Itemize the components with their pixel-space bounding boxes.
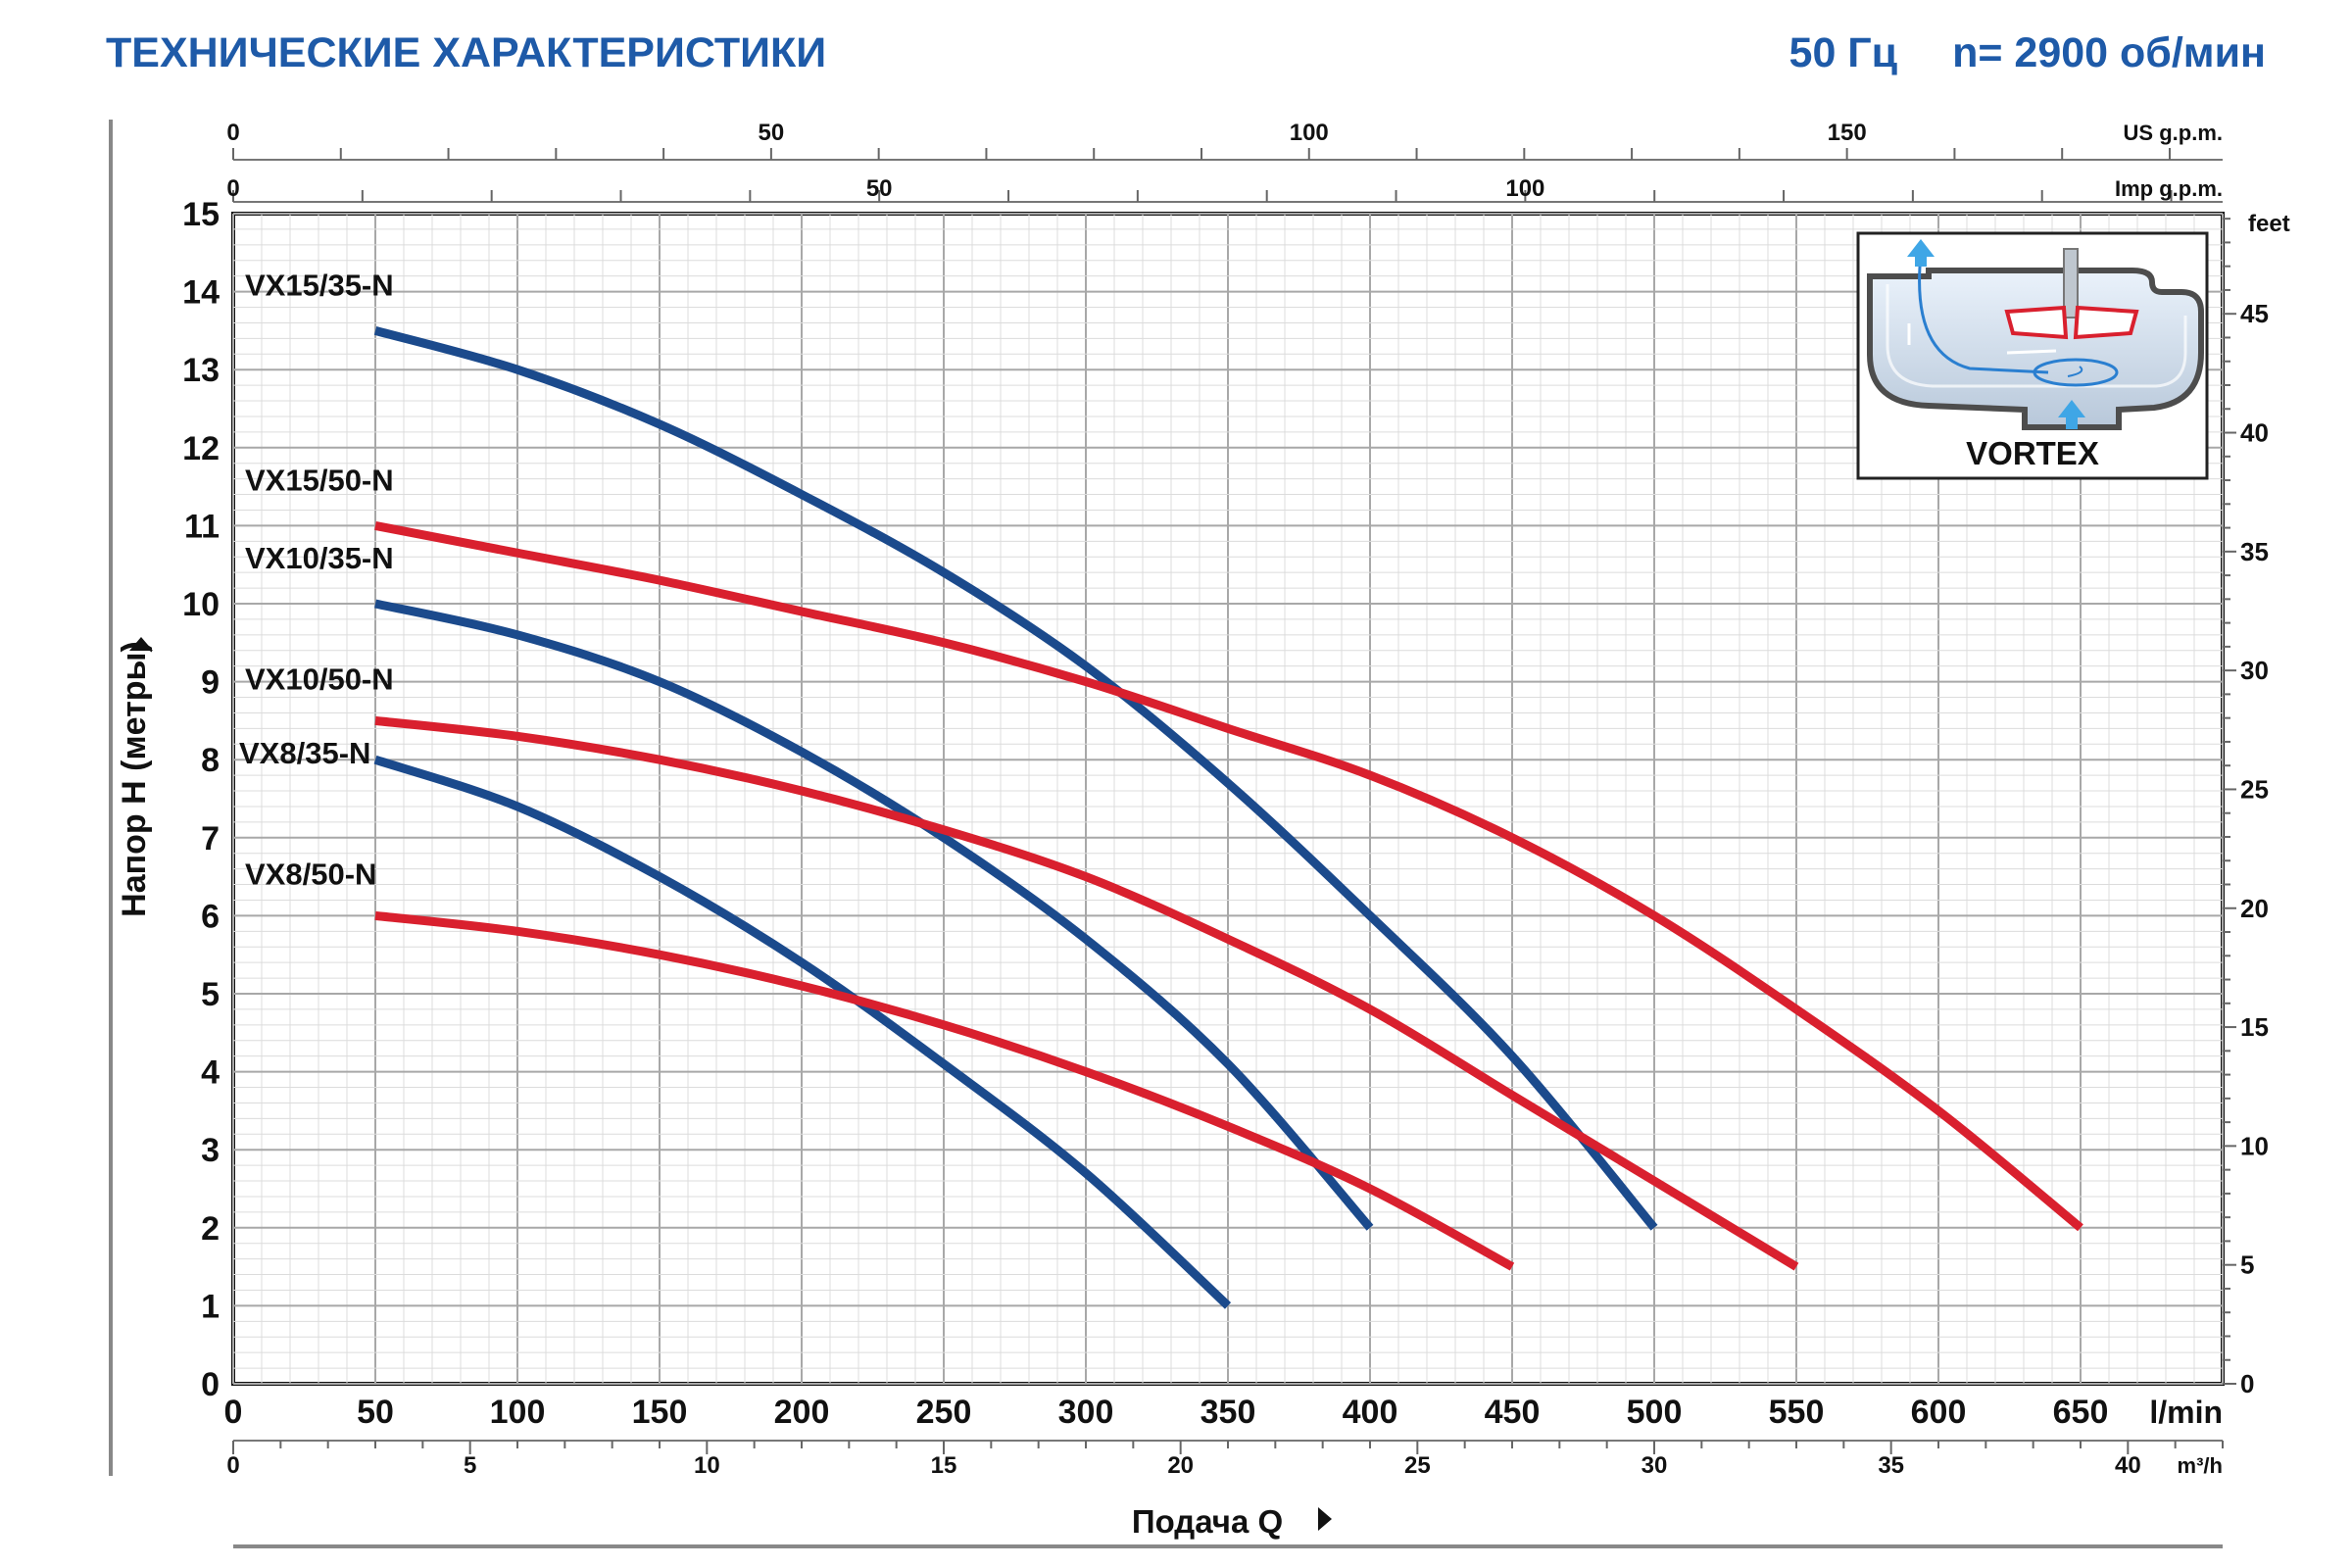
x-tick-label: 100 bbox=[490, 1394, 546, 1431]
y-tick-label: 8 bbox=[201, 742, 220, 779]
m3h-tick-label: 25 bbox=[1404, 1452, 1431, 1479]
us-gpm-tick-label: 0 bbox=[226, 120, 239, 146]
imp-gpm-tick-label: 50 bbox=[866, 175, 893, 202]
y-tick-label: 7 bbox=[201, 820, 220, 858]
curve-vx8-50-n bbox=[374, 910, 1515, 1271]
curve-label-vx8-35-n: VX8/35-N bbox=[239, 736, 370, 770]
m3h-tick-label: 30 bbox=[1642, 1452, 1668, 1479]
m3h-unit-label: m³/h bbox=[2178, 1453, 2223, 1478]
feet-tick-label: 10 bbox=[2240, 1131, 2269, 1160]
chart-labels: VX15/35-N VX15/50-N VX10/35-N VX10/50-N VX8/… bbox=[239, 269, 394, 892]
curve-label-vx8-50-n: VX8/50-N bbox=[245, 858, 376, 892]
us-gpm-tick-label: 100 bbox=[1290, 120, 1329, 146]
curve-vx8-35-n bbox=[373, 755, 1232, 1309]
x-tick-label: 150 bbox=[632, 1394, 688, 1431]
y-axis-arrow-icon bbox=[129, 637, 153, 651]
x-tick-label: 200 bbox=[774, 1394, 830, 1431]
imp-gpm-tick-label: 100 bbox=[1505, 175, 1544, 202]
vortex-inset-label: VORTEX bbox=[1966, 435, 2099, 471]
x-tick-label: 300 bbox=[1058, 1394, 1114, 1431]
y-tick-label: 1 bbox=[201, 1288, 220, 1325]
feet-tick-label: 5 bbox=[2240, 1250, 2254, 1280]
feet-tick-label: 15 bbox=[2240, 1012, 2269, 1042]
x-tick-label: 350 bbox=[1200, 1394, 1256, 1431]
x-unit-label: l/min bbox=[2149, 1395, 2223, 1430]
us-gpm-unit-label: US g.p.m. bbox=[2124, 121, 2223, 145]
y-tick-label: 15 bbox=[182, 196, 220, 233]
y-tick-label: 0 bbox=[201, 1366, 220, 1403]
feet-tick-label: 35 bbox=[2240, 537, 2269, 566]
curve-vx15-35-n bbox=[373, 326, 1658, 1231]
y-tick-label: 13 bbox=[182, 352, 220, 389]
feet-unit-label: feet bbox=[2248, 211, 2290, 237]
y-tick-label: 10 bbox=[182, 586, 220, 623]
page-title: ТЕХНИЧЕСКИЕ ХАРАКТЕРИСТИКИ bbox=[106, 29, 827, 76]
curve-vx15-50-n bbox=[374, 520, 2083, 1232]
speed-label: n= 2900 об/мин bbox=[1952, 29, 2266, 76]
chart-curves bbox=[373, 326, 2083, 1309]
x-tick-label: 250 bbox=[916, 1394, 972, 1431]
curve-label-vx15-50-n: VX15/50-N bbox=[245, 464, 394, 498]
x-tick-label: 550 bbox=[1769, 1394, 1825, 1431]
x-tick-label: 400 bbox=[1343, 1394, 1398, 1431]
frequency-speed-header: 50 Гц n= 2900 об/мин bbox=[1789, 29, 2266, 77]
y-tick-label: 3 bbox=[201, 1132, 220, 1169]
vortex-inset: VORTEX bbox=[1856, 231, 2209, 480]
y-tick-label: 5 bbox=[201, 976, 220, 1013]
x-tick-label: 0 bbox=[224, 1394, 243, 1431]
us-gpm-tick-label: 150 bbox=[1828, 120, 1867, 146]
imp-gpm-unit-label: Imp g.p.m. bbox=[2115, 176, 2223, 201]
curve-vx10-50-n bbox=[374, 715, 1799, 1271]
vortex-impeller-diagram-icon bbox=[1867, 239, 2204, 430]
y-tick-label: 12 bbox=[182, 430, 220, 467]
y-tick-label: 4 bbox=[201, 1054, 220, 1092]
x-axis-arrow-icon bbox=[1318, 1507, 1332, 1531]
feet-tick-label: 30 bbox=[2240, 656, 2269, 685]
feet-tick-label: 0 bbox=[2240, 1369, 2254, 1398]
m3h-tick-label: 10 bbox=[694, 1452, 720, 1479]
feet-tick-label: 45 bbox=[2240, 299, 2269, 328]
x-tick-label: 50 bbox=[357, 1394, 394, 1431]
m3h-tick-label: 35 bbox=[1878, 1452, 1904, 1479]
y-tick-label: 11 bbox=[184, 508, 220, 545]
x-tick-label: 650 bbox=[2053, 1394, 2109, 1431]
x-tick-label: 450 bbox=[1485, 1394, 1541, 1431]
y-tick-label: 6 bbox=[201, 898, 220, 935]
m3h-tick-label: 5 bbox=[464, 1452, 476, 1479]
curve-vx10-35-n bbox=[374, 599, 1374, 1231]
feet-tick-label: 40 bbox=[2240, 418, 2269, 448]
m3h-tick-label: 15 bbox=[931, 1452, 957, 1479]
y-axis-title: Напор H (метры) bbox=[116, 641, 153, 917]
curve-label-vx10-35-n: VX10/35-N bbox=[245, 541, 394, 575]
y-tick-label: 14 bbox=[182, 274, 220, 312]
y-tick-label: 2 bbox=[201, 1210, 220, 1248]
m3h-tick-label: 0 bbox=[226, 1452, 239, 1479]
chart-grid bbox=[232, 213, 2224, 1385]
curve-label-vx15-35-n: VX15/35-N bbox=[245, 269, 394, 303]
frequency-label: 50 Гц bbox=[1788, 29, 1898, 76]
us-gpm-tick-label: 50 bbox=[759, 120, 785, 146]
m3h-tick-label: 40 bbox=[2115, 1452, 2141, 1479]
feet-tick-label: 25 bbox=[2240, 774, 2269, 804]
x-tick-label: 600 bbox=[1911, 1394, 1967, 1431]
x-tick-label: 500 bbox=[1627, 1394, 1683, 1431]
imp-gpm-tick-label: 0 bbox=[226, 175, 239, 202]
y-tick-label: 9 bbox=[201, 664, 220, 702]
x-axis-title: Подача Q bbox=[1132, 1503, 1283, 1540]
curve-label-vx10-50-n: VX10/50-N bbox=[245, 662, 394, 697]
m3h-tick-label: 20 bbox=[1167, 1452, 1194, 1479]
feet-tick-label: 20 bbox=[2240, 894, 2269, 923]
